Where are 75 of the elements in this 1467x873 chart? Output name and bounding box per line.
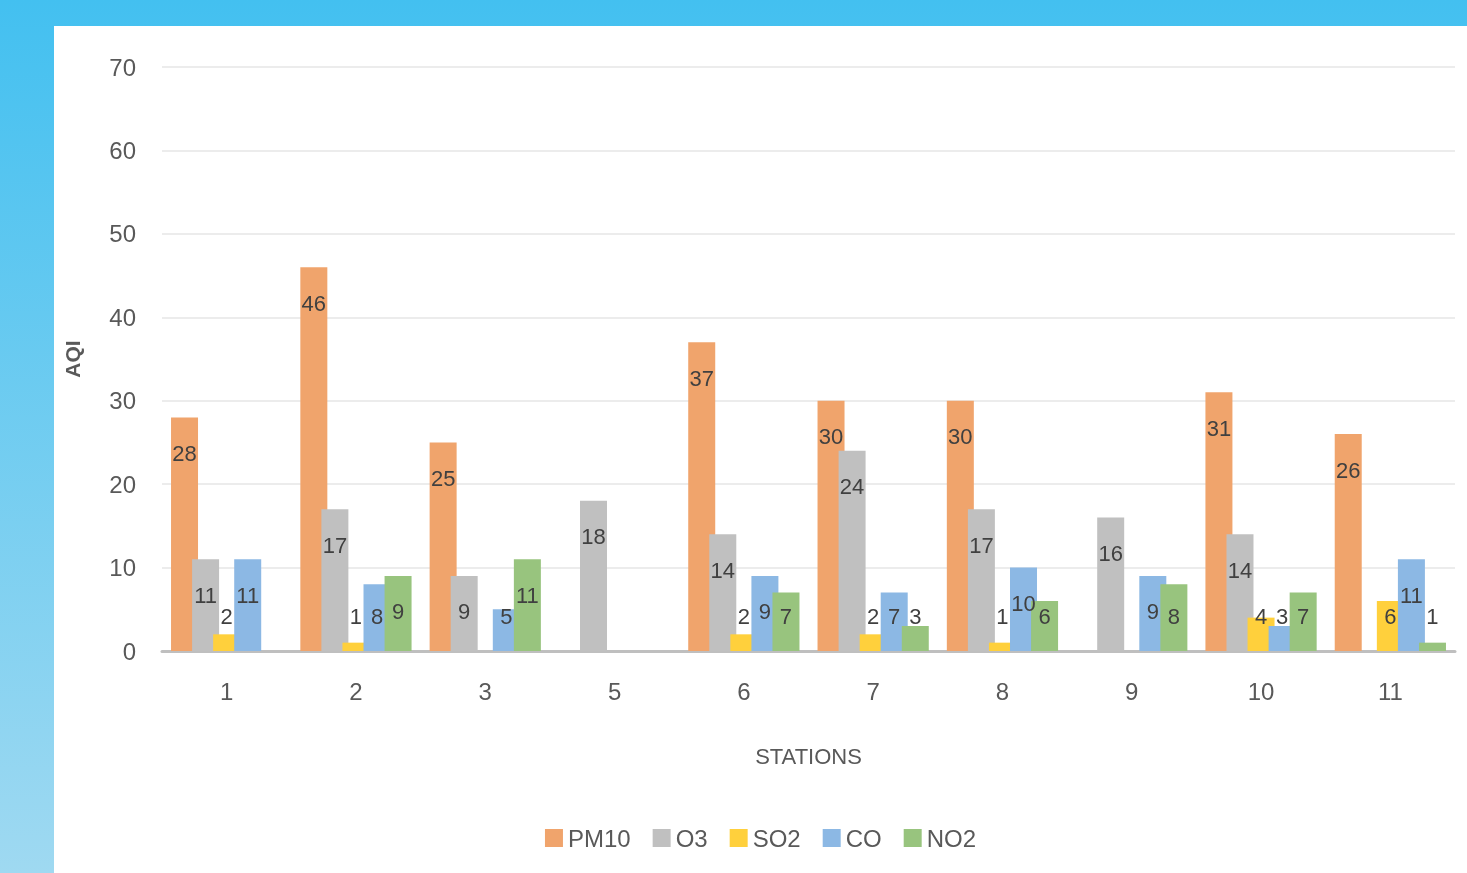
bar	[384, 575, 412, 651]
y-tick-label: 50	[109, 220, 136, 248]
data-label: 25	[430, 465, 456, 491]
data-label: 9	[391, 599, 405, 625]
data-label: 2	[220, 603, 233, 629]
x-tick-label: 2	[349, 677, 363, 705]
data-label: 1	[996, 603, 1009, 629]
data-label: 1	[349, 603, 363, 629]
legend-label: O3	[675, 824, 708, 852]
data-label: 6	[1384, 603, 1397, 629]
bar	[1397, 559, 1425, 651]
data-label: 18	[581, 524, 606, 550]
data-label: 30	[818, 424, 844, 450]
data-label: 2	[867, 603, 880, 629]
x-tick-label: 7	[866, 677, 880, 705]
bar	[772, 592, 800, 651]
y-tick-label: 20	[109, 470, 136, 498]
data-label: 3	[1275, 603, 1289, 629]
data-label: 6	[1038, 603, 1051, 629]
y-tick-label: 30	[109, 387, 136, 415]
data-label: 8	[370, 603, 384, 629]
data-label: 7	[1297, 603, 1310, 629]
data-label: 9	[1146, 599, 1159, 625]
data-label: 11	[515, 582, 539, 608]
legend-label: NO2	[926, 824, 977, 852]
data-label: 7	[888, 603, 901, 629]
data-label: 14	[1227, 557, 1253, 583]
y-tick-label: 60	[109, 136, 136, 164]
x-tick-label: 10	[1247, 677, 1275, 705]
data-label: 3	[909, 603, 922, 629]
data-label: 9	[758, 599, 772, 625]
bar	[901, 625, 929, 651]
data-label: 5	[500, 603, 513, 629]
x-tick-label: 1	[219, 677, 234, 705]
data-label: 46	[301, 290, 327, 316]
legend-label: PM10	[567, 824, 631, 852]
y-tick-label: 10	[109, 554, 136, 582]
bar	[234, 559, 262, 651]
data-label: 16	[1098, 541, 1123, 567]
data-label: 26	[1335, 457, 1361, 483]
data-label: 11	[194, 582, 218, 608]
y-tick-label: 70	[109, 53, 136, 81]
data-label: 11	[236, 582, 260, 608]
bar	[1289, 592, 1317, 651]
legend-label: SO2	[752, 824, 801, 852]
data-label: 31	[1206, 415, 1232, 441]
bar	[513, 559, 541, 651]
x-tick-label: 5	[607, 677, 622, 705]
data-label: 30	[948, 424, 973, 450]
x-axis-title: STATIONS	[755, 743, 862, 769]
legend-label: CO	[845, 824, 882, 852]
bar	[1160, 584, 1188, 651]
data-label: 28	[172, 440, 197, 466]
data-label: 11	[1399, 582, 1423, 608]
y-tick-label: 0	[122, 637, 136, 665]
data-label: 24	[839, 474, 865, 500]
y-tick-label: 40	[109, 303, 136, 331]
data-label: 9	[458, 599, 471, 625]
data-label: 7	[779, 603, 793, 629]
x-tick-label: 3	[478, 677, 492, 705]
x-tick-label: 8	[995, 677, 1010, 705]
data-label: 17	[969, 532, 994, 558]
data-label: 10	[1011, 591, 1036, 617]
x-tick-label: 9	[1125, 677, 1139, 705]
x-tick-label: 11	[1377, 677, 1403, 705]
data-label: 37	[689, 365, 714, 391]
y-axis-title: AQI	[61, 340, 84, 378]
data-label: 14	[710, 557, 736, 583]
data-label: 8	[1167, 603, 1180, 629]
bar	[1418, 642, 1446, 651]
bar	[1334, 434, 1362, 651]
data-label: 2	[737, 603, 750, 629]
x-tick-label: 6	[737, 677, 751, 705]
data-label: 1	[1426, 603, 1439, 629]
data-label: 17	[322, 532, 348, 558]
